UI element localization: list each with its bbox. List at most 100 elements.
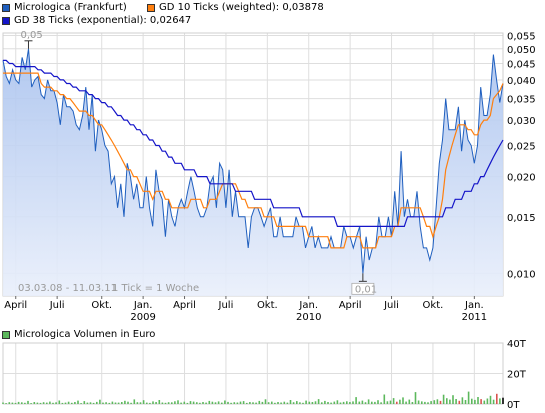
volume-bar-87 — [274, 402, 276, 404]
price-xtick-6: Okt. — [257, 300, 278, 311]
volume-bar-42 — [133, 399, 136, 404]
volume-bar-41 — [130, 402, 132, 404]
volume-bar-90 — [283, 401, 286, 404]
legend-item-volume: Micrologica Volumen in Euro — [2, 328, 155, 341]
volume-bar-31 — [99, 399, 101, 404]
legend-swatch-weighted — [147, 3, 155, 12]
volume-bar-137 — [430, 401, 432, 404]
volume-bar-97 — [305, 400, 307, 404]
annotation-label-0: 0,05 — [20, 30, 42, 41]
volume-bar-79 — [249, 402, 251, 404]
annotation-box-1 — [351, 282, 375, 295]
volume-bar-81 — [255, 402, 257, 404]
price-annotations: 0,05 0,01 — [20, 30, 377, 296]
price-xtick-11: Jan. — [464, 300, 484, 311]
volume-bar-115 — [361, 400, 364, 404]
volume-bar-94 — [296, 401, 298, 404]
price-xtick-1: Juli — [49, 300, 65, 311]
volume-bar-151 — [474, 399, 476, 404]
volume-bar-133 — [417, 400, 420, 404]
volume-bar-37 — [117, 402, 120, 404]
volume-bar-95 — [299, 402, 301, 404]
volume-bar-156 — [489, 395, 492, 404]
volume-bar-144 — [452, 395, 454, 404]
volume-bar-45 — [142, 400, 145, 404]
price-xtick-3: Jan. — [133, 300, 153, 311]
volume-bar-142 — [446, 398, 448, 404]
volume-bar-98 — [308, 401, 311, 404]
volume-bar-109 — [342, 401, 345, 404]
volume-bar-49 — [155, 402, 157, 404]
volume-bar-17 — [55, 402, 57, 404]
volume-bar-3 — [11, 402, 14, 404]
legend-swatch-exponential — [2, 16, 10, 25]
volume-bar-9 — [30, 403, 32, 404]
volume-bar-102 — [321, 402, 323, 404]
volume-bar-68 — [214, 402, 217, 404]
volume-bar-2 — [8, 402, 11, 404]
volume-bar-88 — [277, 402, 279, 404]
volume-bar-70 — [221, 402, 223, 404]
price-ytick-8: 0,015 — [507, 213, 536, 224]
volume-bar-4 — [14, 402, 17, 404]
volume-bar-39 — [124, 400, 126, 404]
volume-bar-83 — [261, 401, 264, 404]
volume-bar-11 — [36, 402, 39, 404]
volume-bar-19 — [61, 402, 64, 404]
volume-bar-153 — [480, 399, 482, 404]
volume-bar-69 — [217, 401, 220, 404]
volume-bar-22 — [71, 402, 73, 404]
volume-bar-26 — [83, 401, 86, 404]
volume-bar-55 — [174, 401, 176, 404]
volume-bar-119 — [374, 401, 376, 404]
range-label: 03.03.08 - 11.03.11 — [18, 283, 117, 294]
volume-bar-15 — [49, 401, 51, 404]
volume-bar-159 — [499, 398, 501, 404]
volume-bar-43 — [136, 402, 139, 404]
volume-bar-92 — [289, 400, 292, 404]
volume-bar-129 — [405, 401, 407, 404]
volume-bar-155 — [486, 398, 489, 404]
volume-ytick-1: 20T — [507, 370, 527, 381]
volume-bar-75 — [236, 402, 239, 404]
volume-bar-135 — [424, 401, 426, 404]
price-xtick-10: Okt. — [423, 300, 444, 311]
price-ytick-7: 0,020 — [507, 173, 536, 184]
volume-bar-60 — [189, 401, 192, 404]
volume-bar-74 — [233, 402, 236, 404]
volume-bar-61 — [192, 401, 195, 404]
volume-bar-132 — [414, 392, 417, 404]
volume-bar-107 — [336, 400, 339, 404]
volume-bar-104 — [327, 402, 329, 404]
volume-bar-139 — [436, 399, 439, 404]
price-xtick-5: Juli — [218, 300, 234, 311]
volume-bar-47 — [149, 402, 151, 404]
volume-bar-91 — [286, 402, 289, 404]
volume-bar-72 — [227, 401, 229, 404]
volume-bar-48 — [152, 401, 154, 404]
price-area — [3, 48, 503, 296]
volume-bar-6 — [21, 402, 23, 404]
volume-y-axis: 40T 20T 0T — [507, 339, 527, 411]
volume-bar-118 — [371, 401, 373, 404]
volume-bar-54 — [171, 402, 173, 404]
volume-bar-93 — [292, 402, 295, 404]
volume-bar-89 — [280, 402, 282, 404]
volume-bar-38 — [121, 402, 123, 404]
volume-bar-113 — [355, 397, 357, 404]
annotation-label-1: 0,01 — [355, 284, 377, 295]
price-xtick-9: Juli — [383, 300, 399, 311]
price-xtick-year-11: 2011 — [462, 312, 487, 323]
volume-bar-58 — [183, 401, 186, 404]
legend-label-volume: Micrologica Volumen in Euro — [14, 329, 156, 340]
volume-bar-150 — [471, 398, 473, 404]
legend-item-price: Micrologica (Frankfurt) — [2, 1, 127, 14]
volume-bar-18 — [58, 400, 61, 404]
volume-bar-25 — [80, 403, 82, 404]
price-ytick-2: 0,045 — [507, 60, 536, 71]
volume-bar-80 — [252, 402, 254, 404]
price-xtick-4: April — [173, 300, 196, 311]
